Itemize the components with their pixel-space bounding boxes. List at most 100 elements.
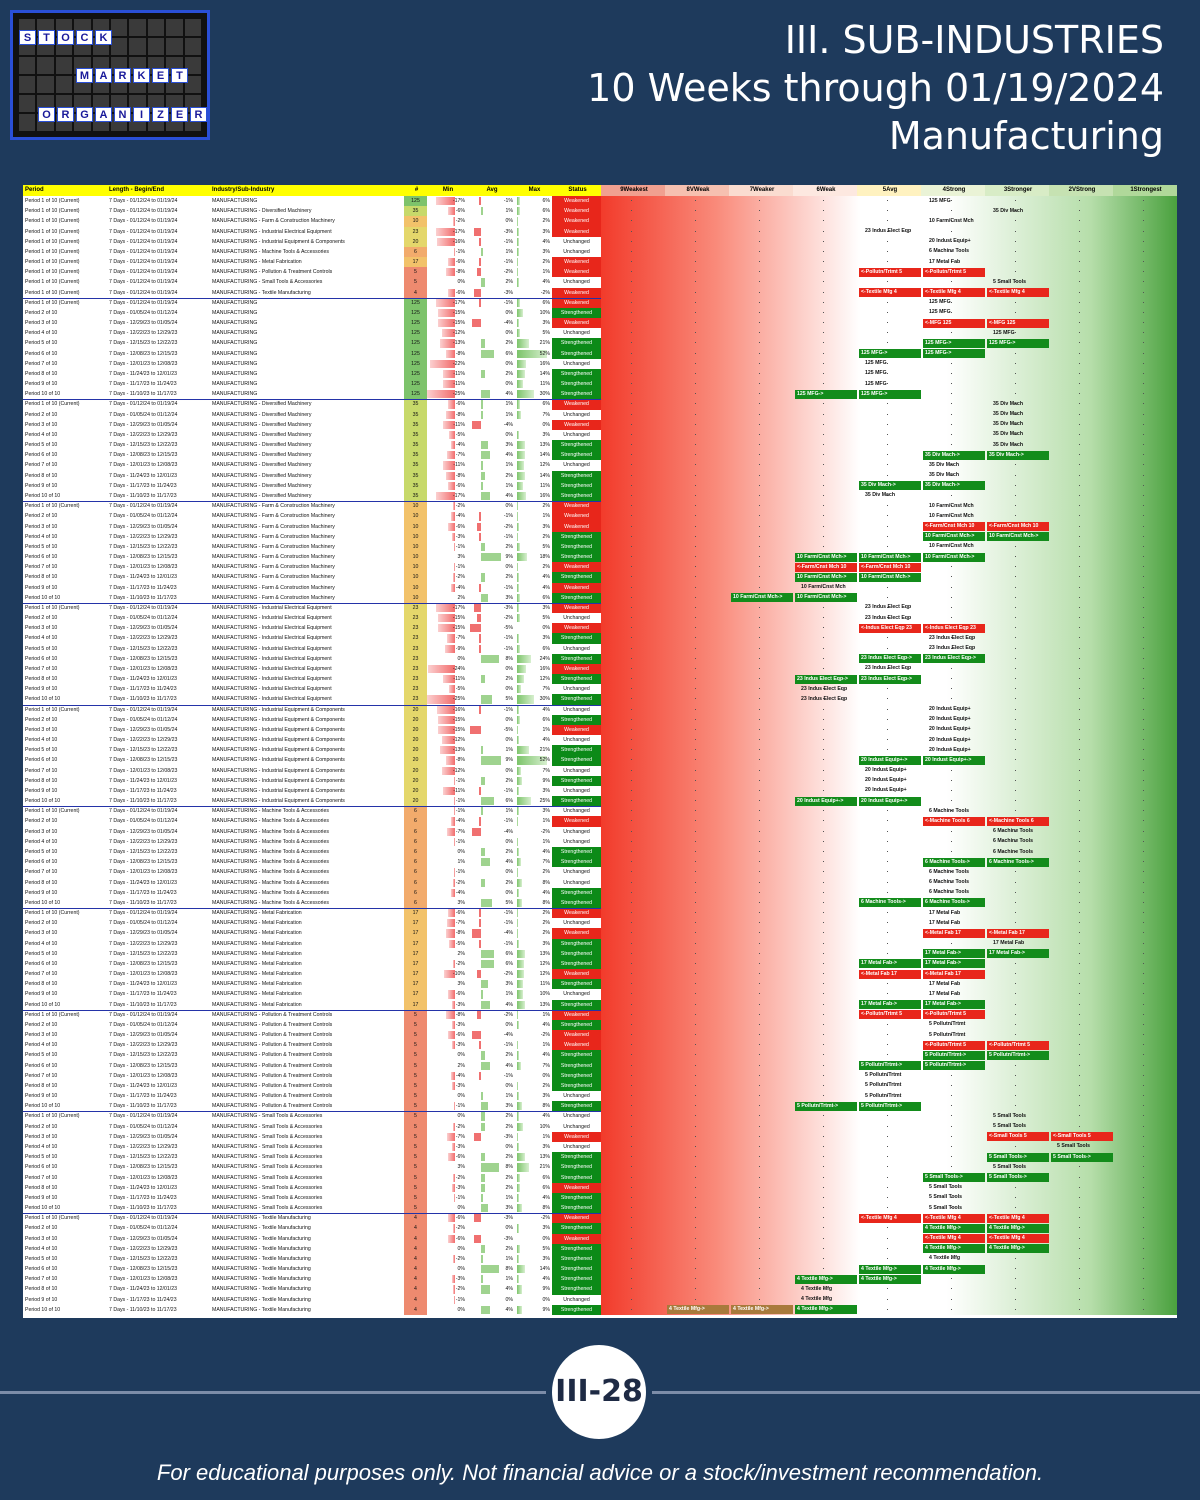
- table-row[interactable]: Period 6 of 10 7 Days - 12/08/23 to 12/15…: [23, 450, 1177, 461]
- table-row[interactable]: Period 7 of 10 7 Days - 12/01/23 to 12/08…: [23, 1070, 1177, 1081]
- table-row[interactable]: Period 4 of 10 7 Days - 12/22/23 to 12/29…: [23, 429, 1177, 441]
- table-row[interactable]: Period 6 of 10 7 Days - 12/08/23 to 12/15…: [23, 653, 1177, 664]
- header-strength-4strong[interactable]: 4Strong: [921, 185, 985, 196]
- table-row[interactable]: Period 1 of 10 (Current) 7 Days - 01/12/2…: [23, 501, 1177, 512]
- header-strength-7weaker[interactable]: 7Weaker: [729, 185, 793, 196]
- table-row[interactable]: Period 5 of 10 7 Days - 12/15/23 to 12/22…: [23, 338, 1177, 349]
- table-row[interactable]: Period 4 of 10 7 Days - 12/22/23 to 12/29…: [23, 328, 1177, 339]
- table-row[interactable]: Period 2 of 10 7 Days - 01/05/24 to 01/12…: [23, 1019, 1177, 1031]
- header-strength-8vweak[interactable]: 8VWeak: [665, 185, 729, 196]
- table-row[interactable]: Period 1 of 10 (Current) 7 Days - 01/12/2…: [23, 1009, 1177, 1020]
- table-row[interactable]: Period 1 of 10 (Current) 7 Days - 01/12/2…: [23, 277, 1177, 288]
- table-row[interactable]: Period 2 of 10 7 Days - 01/05/24 to 01/12…: [23, 816, 1177, 827]
- header-length[interactable]: Length - Begin/End: [107, 185, 210, 196]
- table-row[interactable]: Period 1 of 10 (Current) 7 Days - 01/12/2…: [23, 246, 1177, 258]
- table-row[interactable]: Period 1 of 10 (Current) 7 Days - 01/12/2…: [23, 704, 1177, 715]
- header-avg[interactable]: Avg: [467, 185, 515, 196]
- table-row[interactable]: Period 10 of 10 7 Days - 11/10/23 to 11/1…: [23, 490, 1177, 502]
- table-row[interactable]: Period 7 of 10 7 Days - 12/01/23 to 12/08…: [23, 1172, 1177, 1183]
- table-row[interactable]: Period 9 of 10 7 Days - 11/17/23 to 11/24…: [23, 582, 1177, 593]
- table-row[interactable]: Period 8 of 10 7 Days - 11/24/23 to 12/01…: [23, 877, 1177, 888]
- table-row[interactable]: Period 5 of 10 7 Days - 12/15/23 to 12/22…: [23, 440, 1177, 451]
- table-row[interactable]: Period 4 of 10 7 Days - 12/22/23 to 12/29…: [23, 1040, 1177, 1051]
- table-row[interactable]: Period 10 of 10 7 Days - 11/10/23 to 11/1…: [23, 796, 1177, 807]
- table-row[interactable]: Period 1 of 10 (Current) 7 Days - 01/12/2…: [23, 206, 1177, 217]
- table-row[interactable]: Period 2 of 10 7 Days - 01/05/24 to 01/12…: [23, 307, 1177, 319]
- table-row[interactable]: Period 4 of 10 7 Days - 12/22/23 to 12/29…: [23, 1141, 1177, 1153]
- table-row[interactable]: Period 1 of 10 (Current) 7 Days - 01/12/2…: [23, 287, 1177, 298]
- table-row[interactable]: Period 8 of 10 7 Days - 11/24/23 to 12/01…: [23, 572, 1177, 583]
- table-row[interactable]: Period 6 of 10 7 Days - 12/08/23 to 12/15…: [23, 1060, 1177, 1071]
- table-row[interactable]: Period 7 of 10 7 Days - 12/01/23 to 12/08…: [23, 562, 1177, 573]
- header-strength-3stronger[interactable]: 3Stronger: [985, 185, 1049, 196]
- table-row[interactable]: Period 4 of 10 7 Days - 12/22/23 to 12/29…: [23, 633, 1177, 644]
- header-strength-9weakest[interactable]: 9Weakest: [601, 185, 665, 196]
- table-row[interactable]: Period 3 of 10 7 Days - 12/29/23 to 01/05…: [23, 1131, 1177, 1142]
- table-row[interactable]: Period 1 of 10 (Current) 7 Days - 01/12/2…: [23, 226, 1177, 237]
- header-status[interactable]: Status: [552, 185, 601, 196]
- header-strength-6weak[interactable]: 6Weak: [793, 185, 857, 196]
- table-row[interactable]: Period 4 of 10 7 Days - 12/22/23 to 12/29…: [23, 735, 1177, 746]
- table-row[interactable]: Period 9 of 10 7 Days - 11/17/23 to 11/24…: [23, 989, 1177, 1000]
- table-row[interactable]: Period 9 of 10 7 Days - 11/17/23 to 11/24…: [23, 480, 1177, 491]
- table-row[interactable]: Period 1 of 10 (Current) 7 Days - 01/12/2…: [23, 908, 1177, 919]
- table-row[interactable]: Period 10 of 10 7 Days - 11/10/23 to 11/1…: [23, 1101, 1177, 1112]
- table-row[interactable]: Period 3 of 10 7 Days - 12/29/23 to 01/05…: [23, 419, 1177, 430]
- header-min[interactable]: Min: [427, 185, 467, 196]
- table-row[interactable]: Period 5 of 10 7 Days - 12/15/23 to 12/22…: [23, 541, 1177, 553]
- table-row[interactable]: Period 6 of 10 7 Days - 12/08/23 to 12/15…: [23, 857, 1177, 868]
- table-row[interactable]: Period 5 of 10 7 Days - 12/15/23 to 12/22…: [23, 643, 1177, 654]
- table-row[interactable]: Period 9 of 10 7 Days - 11/17/23 to 11/24…: [23, 684, 1177, 695]
- table-row[interactable]: Period 8 of 10 7 Days - 11/24/23 to 12/01…: [23, 470, 1177, 481]
- table-row[interactable]: Period 9 of 10 7 Days - 11/17/23 to 11/24…: [23, 887, 1177, 898]
- table-row[interactable]: Period 1 of 10 (Current) 7 Days - 01/12/2…: [23, 267, 1177, 278]
- table-row[interactable]: Period 10 of 10 7 Days - 11/10/23 to 11/1…: [23, 999, 1177, 1010]
- table-row[interactable]: Period 3 of 10 7 Days - 12/29/23 to 01/05…: [23, 623, 1177, 634]
- table-row[interactable]: Period 5 of 10 7 Days - 12/15/23 to 12/22…: [23, 1050, 1177, 1061]
- table-row[interactable]: Period 1 of 10 (Current) 7 Days - 01/12/2…: [23, 602, 1177, 614]
- table-row[interactable]: Period 9 of 10 7 Days - 11/17/23 to 11/24…: [23, 1192, 1177, 1204]
- table-row[interactable]: Period 3 of 10 7 Days - 12/29/23 to 01/05…: [23, 1233, 1177, 1244]
- table-row[interactable]: Period 9 of 10 7 Days - 11/17/23 to 11/24…: [23, 1091, 1177, 1102]
- table-row[interactable]: Period 4 of 10 7 Days - 12/22/23 to 12/29…: [23, 938, 1177, 949]
- table-row[interactable]: Period 2 of 10 7 Days - 01/05/24 to 01/12…: [23, 918, 1177, 929]
- table-row[interactable]: Period 8 of 10 7 Days - 11/24/23 to 12/01…: [23, 1182, 1177, 1193]
- header-max[interactable]: Max: [515, 185, 552, 196]
- table-row[interactable]: Period 10 of 10 7 Days - 11/10/23 to 11/1…: [23, 389, 1177, 400]
- table-row[interactable]: Period 6 of 10 7 Days - 12/08/23 to 12/15…: [23, 755, 1177, 766]
- table-row[interactable]: Period 10 of 10 7 Days - 11/10/23 to 11/1…: [23, 897, 1177, 909]
- table-row[interactable]: Period 3 of 10 7 Days - 12/29/23 to 01/05…: [23, 1030, 1177, 1041]
- header-count[interactable]: #: [404, 185, 427, 196]
- table-row[interactable]: Period 1 of 10 (Current) 7 Days - 01/12/2…: [23, 196, 1177, 207]
- table-row[interactable]: Period 2 of 10 7 Days - 01/05/24 to 01/12…: [23, 409, 1177, 420]
- table-row[interactable]: Period 9 of 10 7 Days - 11/17/23 to 11/24…: [23, 379, 1177, 390]
- table-row[interactable]: Period 3 of 10 7 Days - 12/29/23 to 01/05…: [23, 521, 1177, 532]
- table-row[interactable]: Period 2 of 10 7 Days - 01/05/24 to 01/12…: [23, 511, 1177, 522]
- table-row[interactable]: Period 7 of 10 7 Days - 12/01/23 to 12/08…: [23, 765, 1177, 776]
- table-row[interactable]: Period 8 of 10 7 Days - 11/24/23 to 12/01…: [23, 1284, 1177, 1295]
- header-strength-1strongest[interactable]: 1Strongest: [1113, 185, 1177, 196]
- table-row[interactable]: Period 7 of 10 7 Days - 12/01/23 to 12/08…: [23, 867, 1177, 878]
- table-row[interactable]: Period 3 of 10 7 Days - 12/29/23 to 01/05…: [23, 724, 1177, 736]
- header-strength-5avg[interactable]: 5Avg: [857, 185, 921, 196]
- table-row[interactable]: Period 1 of 10 (Current) 7 Days - 01/12/2…: [23, 236, 1177, 247]
- table-row[interactable]: Period 5 of 10 7 Days - 12/15/23 to 12/22…: [23, 948, 1177, 959]
- table-row[interactable]: Period 1 of 10 (Current) 7 Days - 01/12/2…: [23, 297, 1177, 308]
- table-row[interactable]: Period 10 of 10 7 Days - 11/10/23 to 11/1…: [23, 592, 1177, 603]
- table-row[interactable]: Period 4 of 10 7 Days - 12/22/23 to 12/29…: [23, 531, 1177, 542]
- table-row[interactable]: Period 2 of 10 7 Days - 01/05/24 to 01/12…: [23, 613, 1177, 624]
- header-strength-2vstrong[interactable]: 2VStrong: [1049, 185, 1113, 196]
- table-row[interactable]: Period 6 of 10 7 Days - 12/08/23 to 12/15…: [23, 552, 1177, 563]
- table-row[interactable]: Period 10 of 10 7 Days - 11/10/23 to 11/1…: [23, 1203, 1177, 1214]
- table-row[interactable]: Period 10 of 10 7 Days - 11/10/23 to 11/1…: [23, 694, 1177, 705]
- table-row[interactable]: Period 1 of 10 (Current) 7 Days - 01/12/2…: [23, 1213, 1177, 1224]
- table-row[interactable]: Period 8 of 10 7 Days - 11/24/23 to 12/01…: [23, 674, 1177, 685]
- table-row[interactable]: Period 8 of 10 7 Days - 11/24/23 to 12/01…: [23, 368, 1177, 380]
- table-row[interactable]: Period 7 of 10 7 Days - 12/01/23 to 12/08…: [23, 460, 1177, 471]
- table-row[interactable]: Period 9 of 10 7 Days - 11/17/23 to 11/24…: [23, 1294, 1177, 1305]
- table-row[interactable]: Period 1 of 10 (Current) 7 Days - 01/12/2…: [23, 257, 1177, 268]
- table-row[interactable]: Period 6 of 10 7 Days - 12/08/23 to 12/15…: [23, 348, 1177, 359]
- table-row[interactable]: Period 1 of 10 (Current) 7 Days - 01/12/2…: [23, 806, 1177, 817]
- table-row[interactable]: Period 1 of 10 (Current) 7 Days - 01/12/2…: [23, 399, 1177, 410]
- table-row[interactable]: Period 5 of 10 7 Days - 12/15/23 to 12/22…: [23, 1152, 1177, 1163]
